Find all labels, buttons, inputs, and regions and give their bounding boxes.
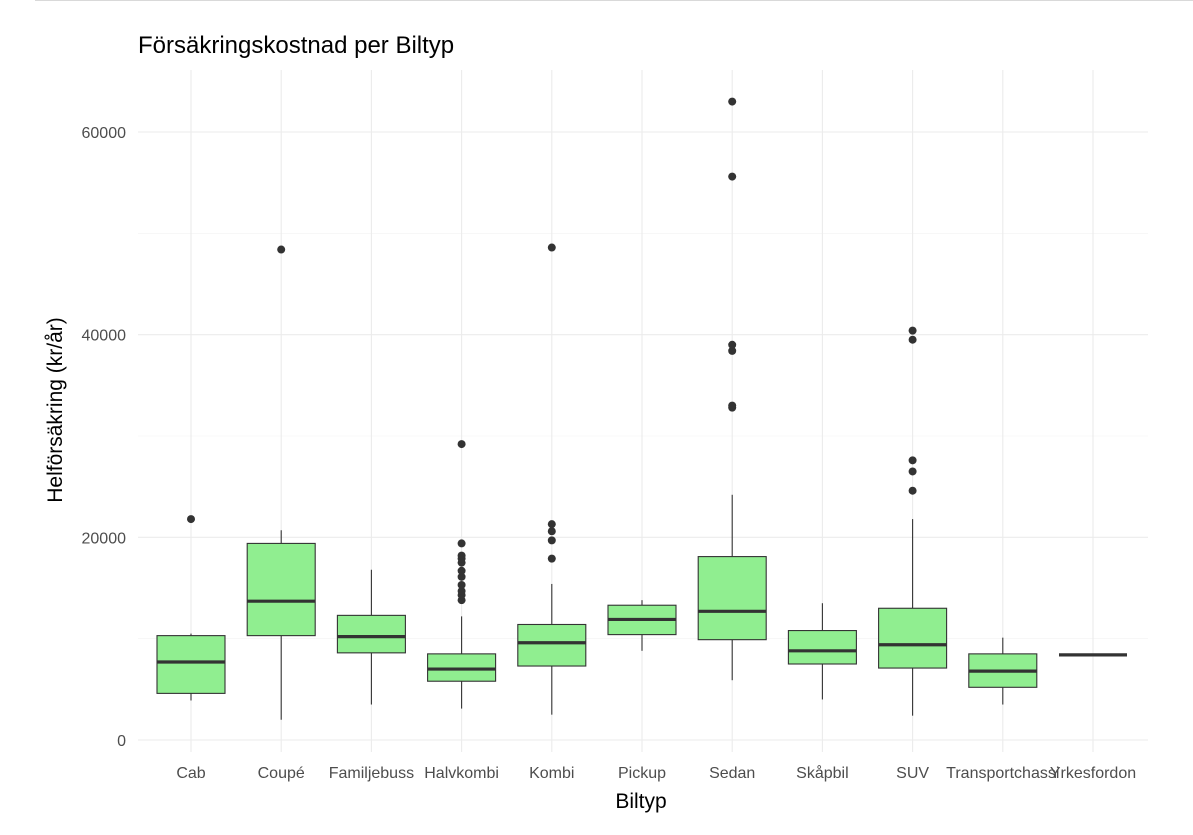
outlier-point [277, 245, 286, 254]
outlier-point [457, 572, 466, 581]
x-tick-label: Skåpbil [796, 764, 848, 782]
outlier-point [457, 566, 466, 575]
outlier-point [547, 243, 556, 252]
box-pickup [607, 600, 677, 651]
x-tick-label: Familjebuss [329, 765, 414, 782]
box-series [156, 97, 1127, 720]
outlier-point [728, 346, 737, 355]
iqr-box [878, 607, 948, 669]
box-sedan [697, 97, 767, 681]
outlier-point [908, 335, 917, 344]
iqr-box [787, 630, 857, 665]
outlier-point [457, 551, 466, 560]
x-tick-label: Halvkombi [424, 765, 499, 782]
chart-title: Försäkringskostnad per Biltyp [138, 32, 454, 59]
outlier-point [908, 467, 917, 476]
outlier-point [728, 401, 737, 410]
box-familjebuss [336, 569, 406, 705]
iqr-box [156, 635, 226, 694]
outlier-point [187, 515, 195, 524]
x-tick-label: Coupé [258, 765, 305, 782]
y-tick-label: 0 [117, 733, 126, 750]
iqr-box [697, 556, 767, 641]
outlier-point [908, 326, 917, 335]
outlier-point [728, 97, 737, 106]
box-transportchassi [968, 637, 1038, 705]
y-axis-title: Helförsäkring (kr/år) [44, 317, 67, 503]
outlier-point [908, 486, 917, 495]
iqr-box [517, 623, 587, 667]
outlier-point [728, 340, 737, 349]
box-skåpbil [787, 603, 857, 700]
outlier-point [457, 587, 466, 596]
outlier-point [457, 539, 466, 548]
x-tick-label: Kombi [529, 765, 574, 782]
x-tick-labels: Cab Coupé Familjebuss Halvkombi Kombi Pickup S… [176, 764, 1136, 782]
x-tick-label: SUV [896, 765, 929, 782]
box-kombi [517, 243, 587, 715]
box-halvkombi [427, 440, 497, 709]
outlier-point [908, 456, 917, 465]
x-tick-label: Sedan [709, 765, 755, 782]
x-tick-label: Transportchassi [946, 765, 1059, 782]
outlier-point [547, 554, 556, 563]
y-tick-label: 20000 [82, 530, 127, 547]
iqr-box [246, 542, 316, 637]
outlier-point [547, 527, 556, 536]
x-axis-title: Biltyp [615, 790, 666, 813]
box-coupé [246, 245, 316, 720]
outlier-point [728, 172, 737, 181]
y-tick-labels: 0 20000 40000 60000 [82, 125, 127, 750]
top-border [35, 0, 1193, 1]
x-tick-label: Cab [176, 765, 205, 782]
grid-lines [138, 70, 1148, 752]
outlier-point [547, 520, 556, 529]
box-cab [156, 515, 226, 701]
x-tick-label: Yrkesfordon [1050, 765, 1136, 782]
iqr-box [336, 614, 406, 654]
outlier-point [547, 536, 556, 545]
y-tick-label: 40000 [82, 328, 127, 345]
outlier-point [457, 580, 466, 589]
y-tick-label: 60000 [82, 125, 127, 142]
box-suv [878, 326, 948, 716]
outlier-point [457, 440, 466, 449]
x-tick-label: Pickup [618, 765, 666, 782]
